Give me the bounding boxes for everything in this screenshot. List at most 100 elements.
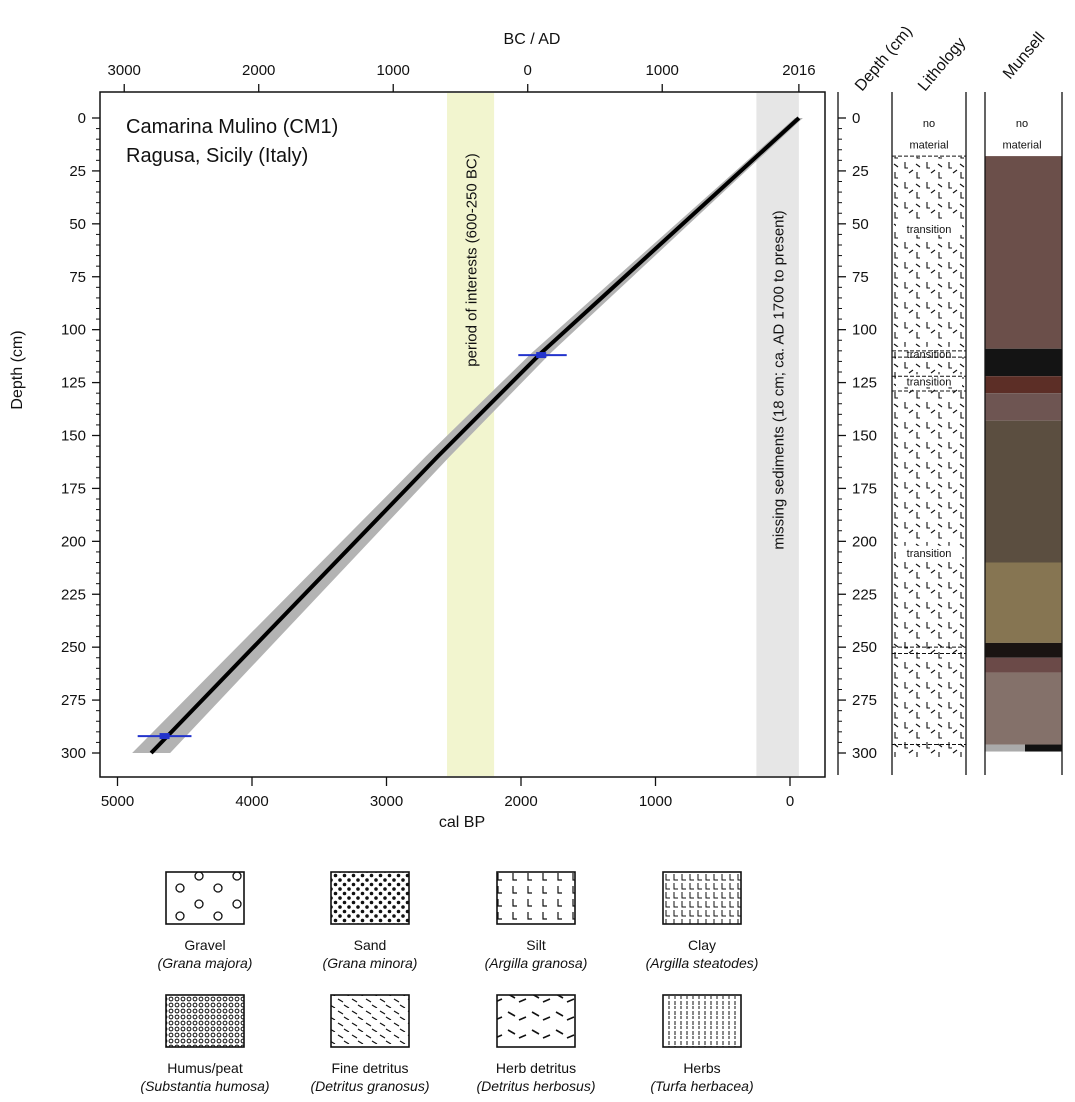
- munsell-layer: [985, 657, 1062, 673]
- legend-item-silt: Silt (Argilla granosa): [485, 871, 588, 971]
- legend-swatch-gravel: [165, 871, 245, 925]
- y-tick-label: 150: [61, 428, 86, 445]
- depth-tick-label: 100: [852, 322, 877, 339]
- legend-latin-name: (Turfa herbacea): [650, 1078, 753, 1094]
- top-x-tick-label: 1000: [646, 62, 679, 79]
- legend-swatch-herbs: [662, 994, 742, 1048]
- y-tick-label: 75: [69, 269, 86, 286]
- highlight-bands: period of interests (600-250 BC) missing …: [447, 93, 799, 776]
- depth-tick-label: 300: [852, 745, 877, 762]
- top-x-tick-label: 2016: [782, 62, 815, 79]
- lithology-label-bg: [896, 346, 962, 360]
- munsell-label: no: [1016, 118, 1028, 130]
- lithology-column-title: Lithology: [915, 35, 969, 95]
- core-columns: Depth (cm) Lithology Munsell 0 25 50 75 100 1…: [837, 23, 1063, 775]
- lithology-label: transition: [907, 224, 952, 236]
- chart-subtitle: Ragusa, Sicily (Italy): [126, 145, 308, 167]
- x-tick-label: 1000: [639, 793, 672, 810]
- legend-name: Clay: [688, 937, 716, 953]
- munsell-layer: [985, 562, 1062, 643]
- x-tick-label: 0: [786, 793, 794, 810]
- y-tick-label: 175: [61, 480, 86, 497]
- legend-name: Humus/peat: [167, 1060, 243, 1076]
- munsell-column-title: Munsell: [1000, 29, 1048, 82]
- top-x-axis-title: BC / AD: [504, 31, 561, 48]
- legend-swatch-sand: [330, 871, 410, 925]
- y-tick-label: 300: [61, 745, 86, 762]
- band-label: missing sediments (18 cm; ca. AD 1700 to…: [771, 210, 788, 549]
- x-tick-label: 5000: [101, 793, 134, 810]
- age-depth-plot: period of interests (600-250 BC) missing …: [9, 31, 826, 831]
- lithology-label-bg: [896, 221, 962, 235]
- munsell-layer: [985, 672, 1062, 745]
- depth-tick-label: 275: [852, 692, 877, 709]
- legend-latin-name: (Substantia humosa): [140, 1078, 269, 1094]
- lithology-column: no material transition transition transition…: [891, 92, 967, 775]
- munsell-layer: [985, 376, 1062, 394]
- lithology-legend: Gravel (Grana majora) Sand (Grana minora) Si…: [140, 871, 758, 1094]
- legend-swatch-clay: [662, 871, 742, 925]
- plot-frame: [99, 91, 826, 778]
- radiocarbon-dates: [137, 352, 567, 740]
- highlight-band: [756, 93, 799, 776]
- legend-item-sand: Sand (Grana minora): [323, 871, 417, 971]
- lithology-labels: no material transition transition transition…: [892, 116, 966, 746]
- depth-tick-label: 250: [852, 639, 877, 656]
- chart-title: Camarina Mulino (CM1): [126, 116, 338, 138]
- confidence-envelope: [132, 118, 803, 753]
- depth-tick-label: 50: [852, 216, 869, 233]
- depth-tick-label: 225: [852, 586, 877, 603]
- y-tick-label: 250: [61, 639, 86, 656]
- lithology-label-bg: [896, 545, 962, 559]
- munsell-labels: no material: [1002, 118, 1041, 151]
- x-tick-label: 3000: [370, 793, 403, 810]
- legend-swatch-finedet: [330, 994, 410, 1048]
- legend-name: Herbs: [683, 1060, 720, 1076]
- legend-swatch-herbdet: [496, 994, 576, 1048]
- age-depth-model-line: [149, 116, 801, 755]
- depth-tick-label: 125: [852, 375, 877, 392]
- legend-item-finedet: Fine detritus (Detritus granosus): [310, 994, 430, 1094]
- legend-item-herbdet: Herb detritus (Detritus herbosus): [476, 994, 596, 1094]
- legend-latin-name: (Argilla granosa): [485, 955, 588, 971]
- x-axis-title: cal BP: [439, 814, 485, 831]
- legend-name: Gravel: [184, 937, 225, 953]
- depth-tick-label: 0: [852, 110, 860, 127]
- lithology-pattern-fill: [892, 157, 966, 757]
- depth-tick-label: 175: [852, 480, 877, 497]
- legend-latin-name: (Grana majora): [158, 955, 253, 971]
- legend-latin-name: (Detritus granosus): [310, 1078, 429, 1094]
- lithology-label-bg: [896, 374, 962, 388]
- legend-name: Herb detritus: [496, 1060, 576, 1076]
- depth-column-title: Depth (cm): [852, 23, 916, 95]
- munsell-layer: [985, 420, 1062, 563]
- munsell-layer: [985, 642, 1062, 658]
- munsell-layers: [985, 156, 1062, 752]
- x-axis-top: 3000 2000 1000 0 1000 2016: [108, 62, 816, 92]
- lithology-label-bg: [896, 137, 962, 151]
- top-x-tick-label: 0: [524, 62, 532, 79]
- top-x-tick-label: 2000: [242, 62, 275, 79]
- legend-item-clay: Clay (Argilla steatodes): [646, 871, 758, 971]
- munsell-layer: [985, 744, 1025, 752]
- lithology-label: transition: [907, 376, 952, 388]
- munsell-layer: [985, 393, 1062, 421]
- x-tick-label: 2000: [504, 793, 537, 810]
- depth-tick-label: 150: [852, 428, 877, 445]
- legend-name: Sand: [354, 937, 387, 953]
- legend-swatch-silt: [496, 871, 576, 925]
- depth-tick-label: 75: [852, 269, 869, 286]
- depth-axis: 0 25 50 75 100 125 150 175 200 225 250 275 300: [837, 92, 877, 775]
- munsell-layer: [985, 156, 1062, 349]
- top-x-tick-label: 1000: [377, 62, 410, 79]
- legend-name: Silt: [526, 937, 546, 953]
- y-tick-label: 200: [61, 533, 86, 550]
- lithology-label: transition: [907, 548, 952, 560]
- legend-item-humus: Humus/peat (Substantia humosa): [140, 994, 270, 1094]
- band-label: period of interests (600-250 BC): [464, 153, 481, 366]
- legend-item-gravel: Gravel (Grana majora): [158, 871, 253, 971]
- depth-tick-label: 25: [852, 163, 869, 180]
- lithology-label-bg: [896, 116, 962, 130]
- munsell-layer: [1025, 744, 1062, 752]
